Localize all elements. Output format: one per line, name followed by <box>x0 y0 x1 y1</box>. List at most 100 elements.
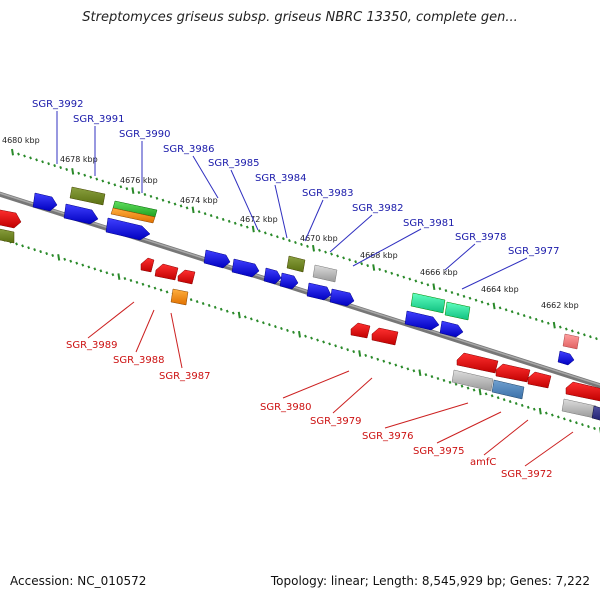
minor-tick <box>113 183 117 187</box>
minor-tick <box>41 160 45 164</box>
minor-tick <box>460 384 464 388</box>
minor-tick <box>504 308 508 312</box>
major-tick <box>191 206 195 214</box>
gene-label[interactable]: SGR_3979 <box>310 416 362 427</box>
gene-feature <box>439 320 464 338</box>
minor-tick <box>269 233 273 237</box>
minor-tick <box>366 264 370 268</box>
minor-tick <box>354 260 358 264</box>
scale-label: 4672 kbp <box>240 215 278 224</box>
gene-label[interactable]: SGR_3977 <box>508 246 560 257</box>
minor-tick <box>346 348 350 352</box>
minor-tick <box>502 398 506 402</box>
top-strand-genes[interactable] <box>0 186 580 366</box>
minor-tick <box>63 257 67 261</box>
gene-feature <box>203 249 231 269</box>
minor-tick <box>39 250 43 254</box>
minor-tick <box>231 311 235 315</box>
scale-label: 4662 kbp <box>541 301 579 310</box>
gene-label[interactable]: SGR_3990 <box>119 129 171 140</box>
minor-tick <box>496 396 500 400</box>
scale-label: 4664 kbp <box>481 285 519 294</box>
minor-tick <box>448 380 452 384</box>
gene-feature <box>451 369 494 392</box>
minor-tick <box>69 259 73 263</box>
minor-tick <box>322 340 325 344</box>
gene-label[interactable]: SGR_3991 <box>73 114 125 125</box>
minor-tick <box>53 164 57 168</box>
gene-label[interactable]: SGR_3992 <box>32 99 84 110</box>
gene-label[interactable]: SGR_3972 <box>501 469 553 480</box>
gene-label[interactable]: SGR_3983 <box>302 188 354 199</box>
minor-tick <box>143 192 147 196</box>
gene-label[interactable]: SGR_3986 <box>163 144 215 155</box>
minor-tick <box>300 242 303 246</box>
minor-tick <box>165 290 169 294</box>
minor-tick <box>402 275 406 279</box>
gene-label[interactable]: SGR_3989 <box>66 340 118 351</box>
minor-tick <box>263 231 267 235</box>
gene-label[interactable]: SGR_3978 <box>455 232 507 243</box>
minor-tick <box>87 265 91 269</box>
minor-tick <box>436 376 440 381</box>
minor-tick <box>472 388 476 392</box>
minor-tick <box>45 251 49 256</box>
gene-label[interactable]: SGR_3981 <box>403 218 455 229</box>
gene-label[interactable]: amfC <box>470 457 496 468</box>
minor-tick <box>581 423 584 427</box>
gene-label[interactable]: SGR_3982 <box>352 203 404 214</box>
gene-label[interactable]: SGR_3987 <box>159 371 211 382</box>
gene-label[interactable]: SGR_3975 <box>413 446 465 457</box>
minor-tick <box>480 300 484 304</box>
minor-tick <box>173 202 177 206</box>
minor-tick <box>564 327 568 331</box>
scale-label: 4680 kbp <box>2 136 40 145</box>
minor-tick <box>550 413 554 417</box>
minor-tick <box>105 271 109 275</box>
gene-label[interactable]: SGR_3984 <box>255 173 307 184</box>
minor-tick <box>528 315 532 320</box>
minor-tick <box>89 175 93 179</box>
minor-tick <box>474 298 478 302</box>
minor-tick <box>575 421 578 425</box>
minor-tick <box>275 235 279 239</box>
minor-tick <box>280 326 283 331</box>
minor-tick <box>274 325 277 329</box>
gene-label[interactable]: SGR_3980 <box>260 402 312 413</box>
minor-tick <box>255 319 259 323</box>
minor-tick <box>281 237 285 241</box>
minor-tick <box>286 328 289 332</box>
gene-label[interactable]: SGR_3988 <box>113 355 165 366</box>
minor-tick <box>426 283 430 287</box>
minor-tick <box>93 267 97 271</box>
minor-tick <box>593 426 596 431</box>
minor-tick <box>207 303 211 307</box>
minor-tick <box>468 296 472 300</box>
minor-tick <box>490 394 494 398</box>
minor-tick <box>520 403 524 407</box>
gene-feature <box>0 228 15 244</box>
minor-tick <box>364 353 368 357</box>
minor-tick <box>288 239 291 243</box>
minor-tick <box>388 361 392 365</box>
minor-tick <box>430 375 434 379</box>
major-tick <box>312 244 315 252</box>
gene-feature <box>140 257 155 273</box>
gene-label[interactable]: SGR_3985 <box>208 158 260 169</box>
major-tick <box>358 350 362 357</box>
minor-tick <box>412 369 416 373</box>
minor-tick <box>203 212 207 216</box>
bottom-strand-genes[interactable] <box>140 257 600 421</box>
minor-tick <box>243 315 247 319</box>
gene-feature <box>410 292 446 314</box>
minor-tick <box>342 256 346 260</box>
gene-feature <box>565 381 600 402</box>
minor-tick <box>562 417 566 421</box>
major-tick <box>418 369 422 377</box>
minor-tick <box>304 334 307 338</box>
major-tick <box>538 407 542 415</box>
minor-tick <box>159 288 163 292</box>
gene-feature <box>279 272 299 290</box>
gene-label[interactable]: SGR_3976 <box>362 431 414 442</box>
